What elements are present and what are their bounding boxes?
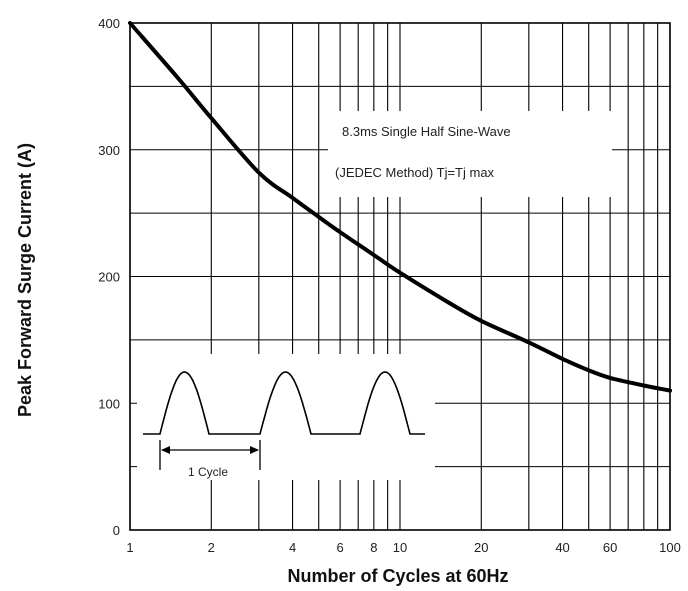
grid	[129, 22, 671, 531]
x-axis-title: Number of Cycles at 60Hz	[287, 566, 508, 586]
x-tick-label: 40	[555, 540, 569, 555]
sine-wave-inset: 1 Cycle	[143, 371, 425, 479]
tick-labels: 1 2 4 6 8 10 20 40 60 100 0 100 200 300 400	[98, 16, 681, 555]
x-tick-label: 2	[208, 540, 215, 555]
y-tick-label: 300	[98, 143, 120, 158]
series-line	[128, 21, 672, 393]
annotation-box	[328, 111, 612, 197]
plot-frame	[129, 22, 671, 531]
sine-wave-path	[143, 371, 425, 435]
y-tick-label: 200	[98, 270, 120, 285]
x-tick-label: 4	[289, 540, 296, 555]
arrow-right-icon	[250, 446, 259, 454]
x-tick-label: 100	[659, 540, 681, 555]
x-tick-label: 60	[603, 540, 617, 555]
y-tick-label: 100	[98, 396, 120, 411]
surge-curve-series	[128, 21, 672, 393]
annotation-line-1: 8.3ms Single Half Sine-Wave	[342, 124, 511, 139]
x-tick-label: 8	[370, 540, 377, 555]
inset-box	[137, 354, 435, 480]
cycle-label: 1 Cycle	[188, 465, 228, 479]
y-tick-label: 400	[98, 16, 120, 31]
y-tick-label: 0	[113, 523, 120, 538]
x-tick-label: 6	[336, 540, 343, 555]
x-tick-label: 20	[474, 540, 488, 555]
annotation-line-2: (JEDEC Method) Tj=Tj max	[335, 165, 495, 180]
arrow-left-icon	[161, 446, 170, 454]
x-tick-label: 10	[393, 540, 407, 555]
y-axis-title: Peak Forward Surge Current (A)	[15, 143, 35, 417]
x-tick-label: 1	[126, 540, 133, 555]
